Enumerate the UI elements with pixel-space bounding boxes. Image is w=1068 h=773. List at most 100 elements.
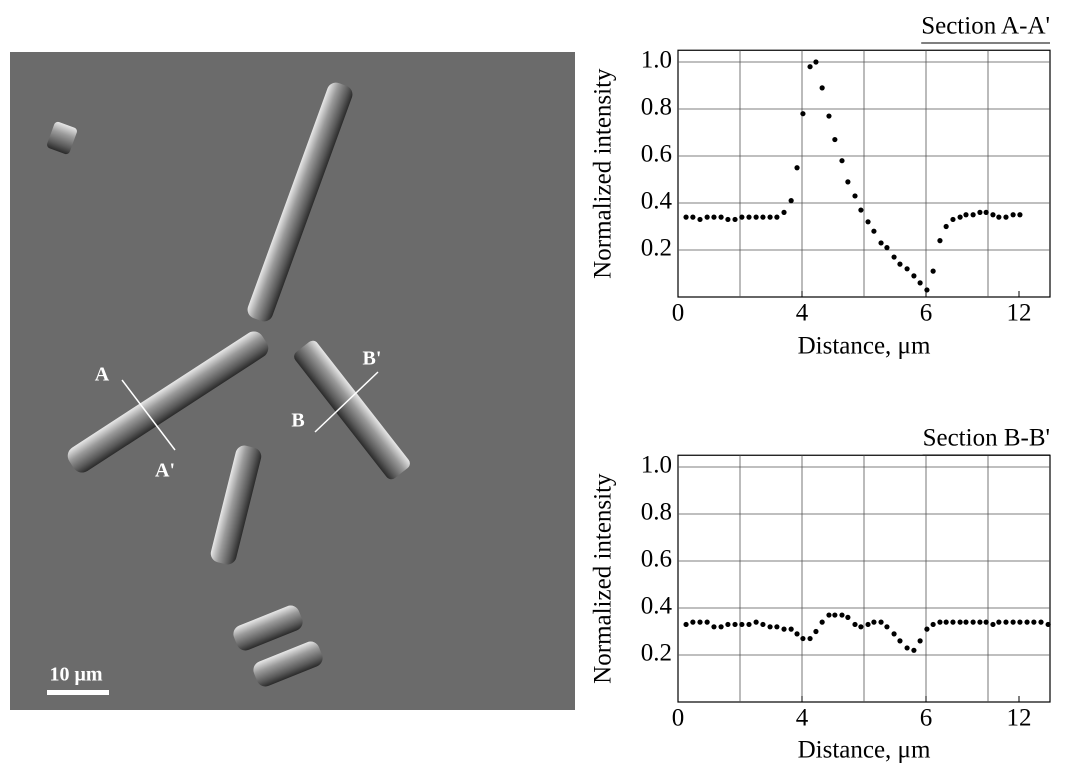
data-point — [1017, 619, 1023, 625]
scale-bar-label: 10 μm — [50, 664, 103, 686]
data-point — [852, 621, 858, 628]
data-point — [858, 207, 864, 213]
data-point — [704, 619, 710, 625]
data-point — [704, 214, 710, 220]
data-point — [819, 85, 825, 91]
data-point — [937, 619, 943, 625]
data-point — [930, 268, 936, 274]
data-point — [943, 223, 949, 230]
y-tick-label: 0.4 — [641, 593, 673, 620]
x-tick-label: 4 — [796, 300, 809, 327]
x-tick-label: 0 — [672, 300, 685, 327]
scale-bar — [47, 690, 109, 695]
image-background — [10, 52, 575, 710]
data-point — [878, 240, 884, 246]
data-point — [788, 198, 794, 204]
data-point — [845, 179, 851, 185]
y-tick-label: 0.6 — [641, 141, 672, 168]
x-tick-label: 0 — [672, 705, 685, 732]
data-point — [917, 280, 923, 286]
data-point — [794, 165, 800, 171]
data-point — [970, 619, 976, 625]
data-point — [839, 158, 845, 164]
data-point — [990, 621, 996, 628]
y-tick-label: 0.2 — [641, 235, 672, 262]
y-tick-label: 0.2 — [641, 640, 672, 667]
data-point — [807, 64, 813, 70]
data-point — [891, 254, 897, 260]
data-point — [1010, 619, 1016, 625]
data-point — [943, 619, 949, 625]
data-point — [871, 228, 877, 234]
data-point — [871, 619, 877, 625]
data-point — [732, 621, 738, 628]
data-point — [826, 612, 832, 618]
data-point — [911, 273, 917, 279]
data-point — [813, 59, 819, 65]
marker-label: A' — [155, 460, 175, 482]
data-point — [1003, 619, 1009, 625]
micrograph: A A' B B' 10 μm — [10, 52, 575, 710]
data-point — [826, 113, 832, 119]
chart-title: Section A-A' — [921, 13, 1050, 40]
y-tick-label: 0.6 — [641, 546, 672, 573]
x-axis-label: Distance, μm — [798, 737, 931, 764]
data-point — [1024, 619, 1030, 625]
data-point — [711, 214, 717, 220]
data-point — [924, 287, 930, 293]
data-point — [746, 621, 752, 628]
data-point — [788, 626, 794, 632]
data-point — [990, 212, 996, 218]
data-point — [1003, 214, 1009, 220]
x-axis-label: Distance, μm — [798, 333, 931, 360]
y-tick-label: 1.0 — [641, 47, 672, 74]
data-point — [1045, 621, 1051, 628]
data-point — [781, 626, 787, 632]
data-point — [683, 214, 689, 220]
data-point — [760, 214, 766, 220]
data-point — [839, 612, 845, 618]
data-point — [977, 619, 983, 625]
data-point — [1010, 212, 1016, 218]
data-point — [897, 638, 903, 644]
data-point — [781, 209, 787, 215]
data-point — [957, 214, 963, 220]
data-point — [963, 619, 969, 625]
data-point — [767, 214, 773, 220]
data-point — [739, 621, 745, 628]
data-point — [865, 219, 871, 225]
data-point — [753, 619, 759, 625]
data-point — [904, 266, 910, 272]
data-point — [878, 619, 884, 625]
data-point — [983, 619, 989, 625]
data-point — [690, 619, 696, 625]
data-point — [774, 214, 780, 220]
y-tick-label: 0.4 — [641, 188, 673, 215]
data-point — [904, 645, 910, 651]
data-point — [832, 136, 838, 143]
data-point — [1017, 212, 1023, 218]
data-point — [760, 621, 766, 628]
data-point — [683, 621, 689, 628]
section-line — [121, 379, 176, 451]
data-point — [813, 628, 819, 635]
data-point — [930, 621, 936, 628]
data-point — [819, 619, 825, 625]
data-point — [963, 212, 969, 218]
chart-title: Section B-B' — [923, 425, 1050, 452]
data-point — [1038, 619, 1044, 625]
rod — [47, 121, 77, 155]
data-point — [800, 111, 806, 117]
data-point — [794, 631, 800, 637]
data-point — [845, 614, 851, 621]
data-point — [767, 624, 773, 630]
x-tick-label: 4 — [796, 705, 809, 732]
section-line — [314, 371, 379, 433]
x-tick-label: 6 — [920, 705, 933, 732]
marker-label: A — [95, 364, 110, 386]
marker-label: B' — [363, 348, 382, 370]
data-point — [718, 624, 724, 630]
rod — [233, 605, 303, 651]
data-point — [711, 624, 717, 630]
